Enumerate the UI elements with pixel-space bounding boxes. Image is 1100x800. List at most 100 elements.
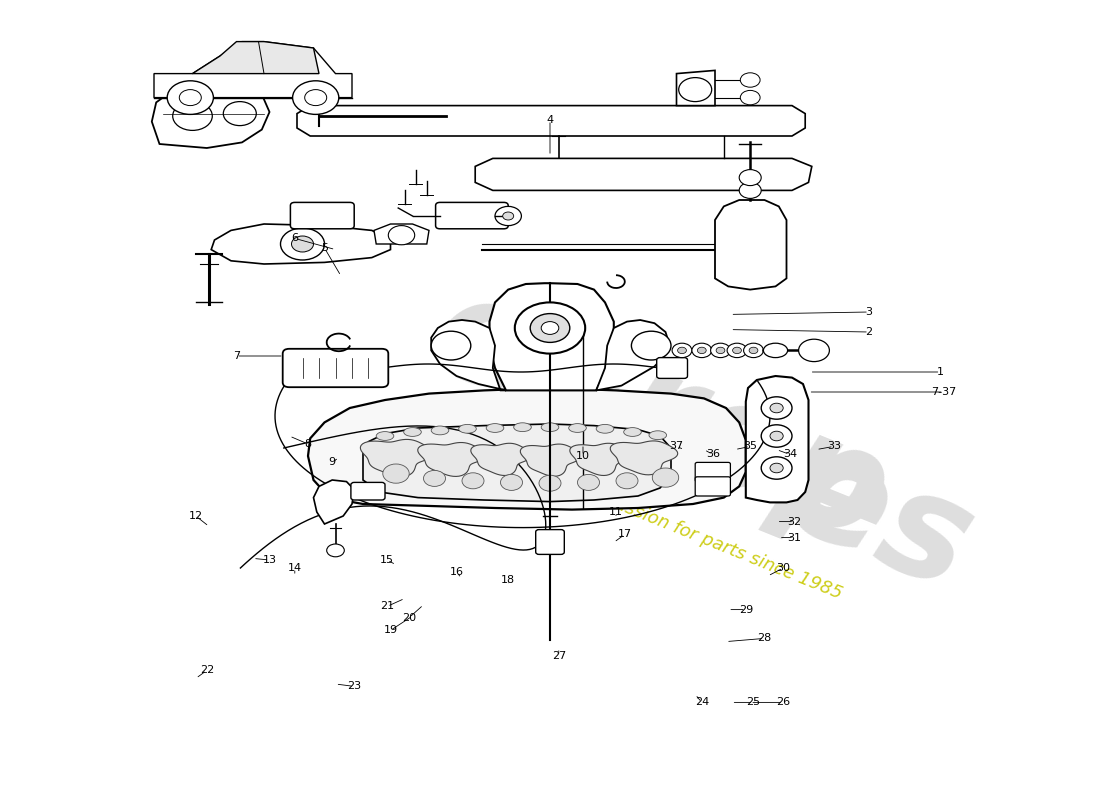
Circle shape bbox=[761, 457, 792, 479]
Polygon shape bbox=[475, 158, 812, 190]
Circle shape bbox=[280, 228, 324, 260]
Text: 27: 27 bbox=[552, 651, 565, 661]
Ellipse shape bbox=[649, 430, 667, 439]
Text: 7: 7 bbox=[233, 351, 240, 361]
Text: 34: 34 bbox=[783, 450, 796, 459]
Text: 32: 32 bbox=[788, 517, 801, 526]
Ellipse shape bbox=[486, 424, 504, 432]
Text: 4: 4 bbox=[547, 115, 553, 125]
Polygon shape bbox=[520, 444, 581, 476]
Circle shape bbox=[539, 475, 561, 491]
Polygon shape bbox=[471, 443, 531, 475]
Circle shape bbox=[305, 90, 327, 106]
Circle shape bbox=[739, 182, 761, 198]
Text: 35: 35 bbox=[744, 442, 757, 451]
Text: 7-37: 7-37 bbox=[932, 387, 956, 397]
Text: 17: 17 bbox=[618, 530, 631, 539]
Polygon shape bbox=[308, 388, 746, 510]
Circle shape bbox=[770, 431, 783, 441]
Circle shape bbox=[616, 473, 638, 489]
Text: 33: 33 bbox=[827, 442, 840, 451]
Polygon shape bbox=[192, 42, 319, 74]
Circle shape bbox=[740, 73, 760, 87]
Text: 28: 28 bbox=[758, 634, 771, 643]
Circle shape bbox=[383, 464, 409, 483]
Polygon shape bbox=[418, 442, 485, 477]
FancyBboxPatch shape bbox=[351, 482, 385, 500]
Circle shape bbox=[749, 347, 758, 354]
Text: 23: 23 bbox=[348, 682, 361, 691]
Circle shape bbox=[761, 397, 792, 419]
Polygon shape bbox=[490, 283, 614, 390]
Text: 16: 16 bbox=[450, 567, 463, 577]
Circle shape bbox=[292, 236, 313, 252]
Circle shape bbox=[179, 90, 201, 106]
Polygon shape bbox=[715, 200, 786, 290]
Circle shape bbox=[327, 544, 344, 557]
Circle shape bbox=[424, 470, 446, 486]
Text: 6: 6 bbox=[292, 234, 298, 243]
Circle shape bbox=[223, 102, 256, 126]
Text: 15: 15 bbox=[381, 555, 394, 565]
Ellipse shape bbox=[763, 343, 788, 358]
Circle shape bbox=[799, 339, 829, 362]
Text: 30: 30 bbox=[777, 563, 790, 573]
Circle shape bbox=[515, 302, 585, 354]
Text: 26: 26 bbox=[777, 698, 790, 707]
Circle shape bbox=[495, 206, 521, 226]
Circle shape bbox=[744, 343, 763, 358]
Ellipse shape bbox=[376, 431, 394, 440]
Text: 18: 18 bbox=[502, 575, 515, 585]
Circle shape bbox=[770, 403, 783, 413]
Polygon shape bbox=[610, 441, 678, 475]
Circle shape bbox=[173, 102, 212, 130]
FancyBboxPatch shape bbox=[436, 202, 508, 229]
Circle shape bbox=[578, 474, 600, 490]
Circle shape bbox=[530, 314, 570, 342]
Ellipse shape bbox=[514, 422, 531, 431]
Ellipse shape bbox=[404, 427, 421, 437]
Polygon shape bbox=[596, 320, 669, 390]
Polygon shape bbox=[211, 224, 390, 264]
Text: 8: 8 bbox=[305, 439, 311, 449]
Polygon shape bbox=[314, 480, 354, 524]
Circle shape bbox=[761, 425, 792, 447]
Polygon shape bbox=[152, 84, 270, 148]
Ellipse shape bbox=[569, 424, 586, 432]
Ellipse shape bbox=[431, 426, 449, 434]
Ellipse shape bbox=[624, 427, 641, 437]
Circle shape bbox=[697, 347, 706, 354]
Text: 31: 31 bbox=[788, 533, 801, 542]
Circle shape bbox=[733, 347, 741, 354]
Circle shape bbox=[678, 347, 686, 354]
Text: 11: 11 bbox=[609, 507, 623, 517]
Polygon shape bbox=[374, 224, 429, 244]
Circle shape bbox=[293, 81, 339, 114]
Text: europ: europ bbox=[411, 261, 909, 571]
Text: 22: 22 bbox=[200, 666, 213, 675]
Polygon shape bbox=[570, 443, 630, 475]
Text: 2: 2 bbox=[866, 327, 872, 337]
Circle shape bbox=[692, 343, 712, 358]
Text: 13: 13 bbox=[263, 555, 276, 565]
Polygon shape bbox=[154, 42, 352, 98]
Circle shape bbox=[740, 90, 760, 105]
Circle shape bbox=[431, 331, 471, 360]
Text: 25: 25 bbox=[747, 698, 760, 707]
FancyBboxPatch shape bbox=[695, 477, 730, 496]
Text: 21: 21 bbox=[381, 602, 394, 611]
Ellipse shape bbox=[459, 424, 476, 433]
Circle shape bbox=[462, 473, 484, 489]
Text: 9: 9 bbox=[329, 458, 336, 467]
FancyBboxPatch shape bbox=[657, 358, 688, 378]
Text: 5: 5 bbox=[321, 243, 328, 253]
Text: 3: 3 bbox=[866, 307, 872, 317]
Polygon shape bbox=[746, 376, 808, 502]
Text: 36: 36 bbox=[706, 450, 719, 459]
Polygon shape bbox=[431, 320, 506, 390]
FancyBboxPatch shape bbox=[283, 349, 388, 387]
Text: 19: 19 bbox=[384, 626, 397, 635]
Circle shape bbox=[631, 331, 671, 360]
Circle shape bbox=[727, 343, 747, 358]
Text: 12: 12 bbox=[189, 511, 202, 521]
